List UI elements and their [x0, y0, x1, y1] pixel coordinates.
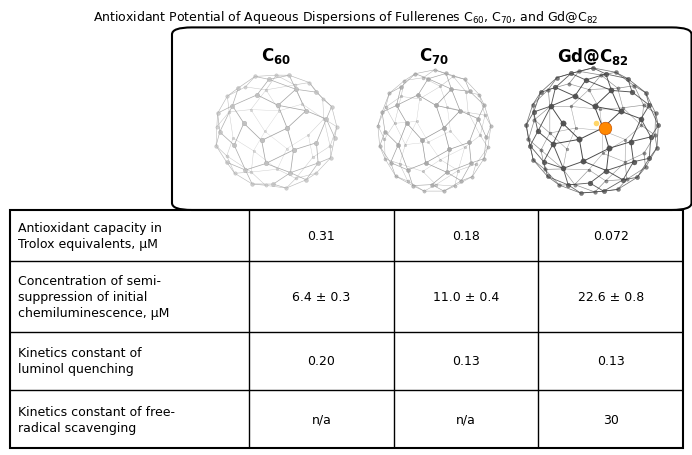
Text: $\mathbf{C_{70}}$: $\mathbf{C_{70}}$ [419, 46, 449, 66]
Text: n/a: n/a [311, 413, 331, 425]
Text: 11.0 ± 0.4: 11.0 ± 0.4 [433, 290, 499, 303]
Text: 30: 30 [603, 413, 619, 425]
Text: 22.6 ± 0.8: 22.6 ± 0.8 [578, 290, 644, 303]
Text: n/a: n/a [456, 413, 476, 425]
Text: 6.4 ± 0.3: 6.4 ± 0.3 [292, 290, 351, 303]
Text: Kinetics constant of free-
radical scavenging: Kinetics constant of free- radical scave… [19, 404, 176, 434]
Text: 0.18: 0.18 [452, 230, 480, 243]
FancyBboxPatch shape [172, 28, 691, 211]
Text: 0.072: 0.072 [593, 230, 628, 243]
Text: $\mathbf{C_{60}}$: $\mathbf{C_{60}}$ [261, 46, 291, 66]
Text: 0.13: 0.13 [597, 354, 625, 367]
Text: Concentration of semi-
suppression of initial
chemiluminescence, μM: Concentration of semi- suppression of in… [19, 274, 170, 319]
Text: Kinetics constant of
luminol quenching: Kinetics constant of luminol quenching [19, 346, 142, 375]
Text: 0.20: 0.20 [307, 354, 336, 367]
Text: $\mathbf{Gd@C_{82}}$: $\mathbf{Gd@C_{82}}$ [557, 46, 628, 67]
Text: Antioxidant capacity in
Trolox equivalents, μM: Antioxidant capacity in Trolox equivalen… [19, 222, 163, 251]
Text: 0.31: 0.31 [307, 230, 336, 243]
Text: 0.13: 0.13 [452, 354, 480, 367]
Text: Antioxidant Potential of Aqueous Dispersions of Fullerenes C$_{60}$, C$_{70}$, a: Antioxidant Potential of Aqueous Dispers… [93, 9, 599, 25]
